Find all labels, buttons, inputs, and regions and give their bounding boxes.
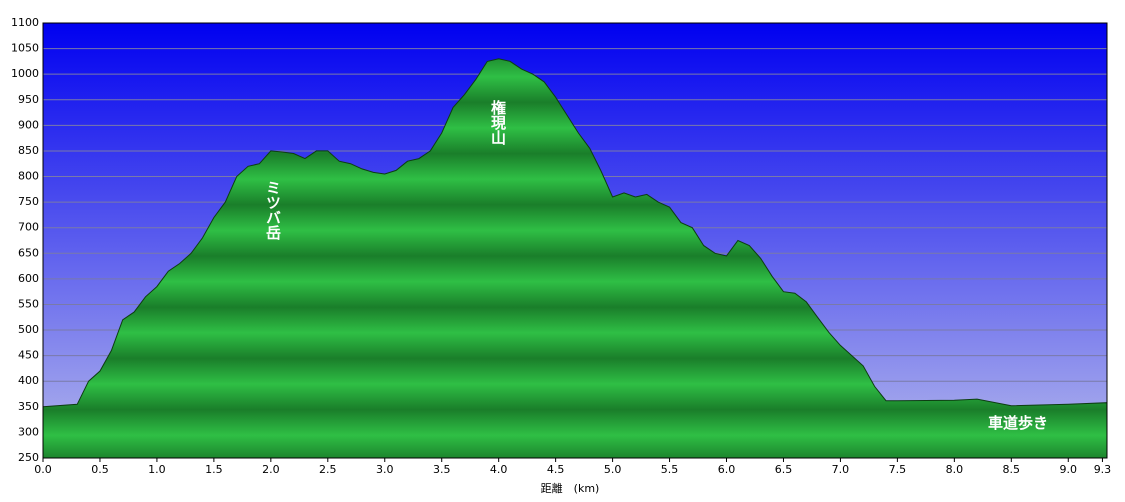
y-tick-label: 850 — [18, 144, 39, 157]
x-tick-label: 3.0 — [376, 463, 394, 476]
y-tick-label: 600 — [18, 272, 39, 285]
x-tick-label: 5.5 — [661, 463, 679, 476]
x-tick-label: 1.5 — [205, 463, 223, 476]
y-tick-label: 300 — [18, 425, 39, 438]
x-tick-label: 6.0 — [718, 463, 736, 476]
elevation-area — [42, 58, 1108, 459]
y-tick-label: 400 — [18, 374, 39, 387]
y-tick-label: 500 — [18, 323, 39, 336]
x-tick-label: 0.5 — [91, 463, 109, 476]
annotation: ミツバ岳 — [264, 180, 282, 241]
y-tick-label: 250 — [18, 451, 39, 464]
x-tick-label: 4.5 — [547, 463, 565, 476]
x-tick-label: 3.5 — [433, 463, 451, 476]
x-tick-label: 8.5 — [1003, 463, 1021, 476]
annotation: 車道歩き — [988, 414, 1048, 432]
x-axis-label: 距離 (km) — [541, 481, 600, 495]
x-tick-label: 8.0 — [946, 463, 964, 476]
y-tick-label: 800 — [18, 170, 39, 183]
y-tick-label: 900 — [18, 118, 39, 131]
y-tick-label: 350 — [18, 400, 39, 413]
y-tick-label: 1100 — [11, 16, 39, 29]
x-tick-label: 7.0 — [832, 463, 850, 476]
y-tick-label: 750 — [18, 195, 39, 208]
x-tick-label: 1.0 — [148, 463, 166, 476]
x-tick-label: 7.5 — [889, 463, 907, 476]
x-tick-label: 5.0 — [604, 463, 622, 476]
y-tick-label: 550 — [18, 297, 39, 310]
plot-frame — [42, 22, 1108, 459]
x-tick-label: 9.0 — [1060, 463, 1078, 476]
y-tick-label: 1050 — [11, 42, 39, 55]
x-tick-label: 4.0 — [490, 463, 508, 476]
y-tick-label: 450 — [18, 349, 39, 362]
annotation: 権現山 — [489, 99, 507, 146]
y-tick-label: 950 — [18, 93, 39, 106]
y-tick-label: 650 — [18, 246, 39, 259]
x-tick-label: 6.5 — [775, 463, 793, 476]
x-tick-label: 9.3 — [1094, 463, 1112, 476]
x-tick-label: 2.5 — [319, 463, 337, 476]
y-tick-label: 700 — [18, 221, 39, 234]
x-tick-label: 0.0 — [34, 463, 52, 476]
y-tick-label: 1000 — [11, 67, 39, 80]
x-tick-label: 2.0 — [262, 463, 280, 476]
